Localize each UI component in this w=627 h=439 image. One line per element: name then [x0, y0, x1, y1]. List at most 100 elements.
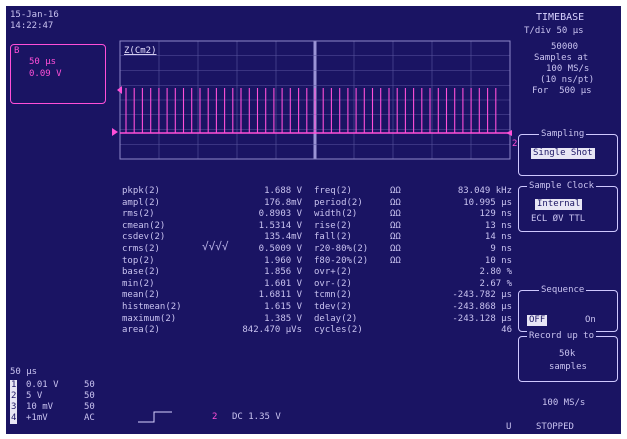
- resolution-label: (10 ns/pt): [540, 75, 595, 85]
- measurement-flag: [390, 302, 401, 314]
- measurement-value: 83.049 kHz: [457, 186, 512, 196]
- measurement-value: 176.8mV: [264, 197, 302, 208]
- measurement-flag: ΩΩ: [390, 220, 401, 231]
- sequence-button[interactable]: Sequence OFF On: [518, 285, 618, 332]
- measurement-label: rms(2): [122, 209, 155, 220]
- waveform-display[interactable]: Z(Cm2): [112, 36, 522, 166]
- measurement-value: 1.960 V: [264, 255, 302, 266]
- ground-marker-icon: [112, 128, 118, 136]
- channel-number: 1: [10, 380, 18, 391]
- channel-row[interactable]: 2 5 V 50: [10, 391, 110, 402]
- measurement-label: pkpk(2): [122, 186, 160, 196]
- measurement-value: -243.128 µs: [452, 313, 512, 324]
- measurement-value: -243.868 µs: [452, 301, 512, 312]
- measurement-value: 10.995 µs: [463, 197, 512, 208]
- channel-volts: 0.09 V: [29, 69, 62, 79]
- channel-row[interactable]: 4 +1mV AC: [10, 413, 110, 424]
- measurement-value: 1.615 V: [264, 301, 302, 312]
- measurement-label: f80-20%(2): [314, 255, 369, 266]
- channel-timebase: 50 µs: [29, 57, 57, 67]
- timebase-title: TIMEBASE: [536, 12, 585, 23]
- bottom-timebase: 50 µs: [10, 367, 38, 377]
- measurement-label: top(2): [122, 255, 155, 266]
- measurement-value: 14 ns: [484, 232, 512, 243]
- measurement-flag: ΩΩ: [390, 255, 401, 266]
- channel-2-marker: 2: [512, 139, 518, 149]
- measurement-label: base(2): [122, 267, 160, 278]
- time-label: 14:22:47: [10, 21, 54, 31]
- record-button[interactable]: Record up to 50k samples: [518, 331, 618, 382]
- measurement-label: tcmn(2): [314, 290, 352, 301]
- measurement-flag: ΩΩ: [390, 209, 401, 220]
- measurement-label: area(2): [122, 325, 160, 336]
- for-time-label: For 500 µs: [532, 86, 592, 96]
- clock-ecl: ECL ØV TTL: [531, 214, 586, 224]
- measurement-value: 1.6811 V: [258, 290, 302, 301]
- measurement-value: 1.688 V: [264, 186, 302, 196]
- measurement-value: 1.601 V: [264, 278, 302, 289]
- status-marker: U: [506, 422, 512, 432]
- measurement-label: tdev(2): [314, 301, 352, 312]
- channel-row[interactable]: 3 10 mV 50: [10, 402, 110, 413]
- record-title: Record up to: [527, 331, 597, 342]
- measurement-flag: [390, 290, 401, 302]
- channel-scale: 0.01 V: [26, 380, 59, 390]
- measurement-flag: [390, 325, 401, 337]
- measurement-label: period(2): [314, 197, 363, 208]
- channel-scale: 10 mV: [26, 402, 54, 412]
- sampling-button[interactable]: Sampling Single Shot: [518, 129, 618, 176]
- sample-clock-button[interactable]: Sample Clock Internal ECL ØV TTL: [518, 181, 618, 232]
- measurement-value: 0.8903 V: [258, 209, 302, 220]
- channel-coupling: 50: [84, 402, 95, 412]
- measurement-flag: ΩΩ: [390, 186, 401, 196]
- channel-info-box[interactable]: B 50 µs 0.09 V: [10, 44, 106, 104]
- channel-scale: 5 V: [26, 391, 43, 401]
- measurement-value: 46: [501, 325, 512, 336]
- measurement-label: histmean(2): [122, 301, 182, 312]
- channel-number: 3: [10, 402, 18, 413]
- channel-number: 2: [10, 391, 18, 402]
- measurement-label: mean(2): [122, 290, 160, 301]
- measurement-label: delay(2): [314, 313, 358, 324]
- measurement-flag: ΩΩ: [390, 243, 401, 254]
- measurement-label: cycles(2): [314, 325, 363, 336]
- record-value: 50k: [559, 349, 576, 359]
- trigger-slope-icon: [138, 411, 172, 423]
- channel-scale: +1mV: [26, 413, 48, 423]
- measurement-value: 13 ns: [484, 220, 512, 231]
- measurement-label: freq(2): [314, 186, 352, 196]
- measurement-value: 1.856 V: [264, 267, 302, 278]
- trace-label: Z(Cm2): [124, 46, 157, 56]
- channel-coupling: 50: [84, 391, 95, 401]
- record-unit: samples: [549, 362, 587, 372]
- measurement-label: ovr+(2): [314, 267, 352, 278]
- measurement-label: cmean(2): [122, 220, 166, 231]
- sample-clock-title: Sample Clock: [527, 181, 597, 192]
- measurement-value: 2.80 %: [479, 267, 512, 278]
- sampling-value: Single Shot: [531, 148, 595, 159]
- measurement-label: crms(2): [122, 243, 160, 254]
- measurement-value: -243.782 µs: [452, 290, 512, 301]
- sequence-on: On: [585, 315, 596, 325]
- measurement-label: r20-80%(2): [314, 243, 369, 254]
- measurement-flag: ΩΩ: [390, 197, 401, 208]
- measurement-value: 2.67 %: [479, 278, 512, 289]
- measurement-label: csdev(2): [122, 232, 166, 243]
- measurement-side-text: √√√√: [202, 240, 229, 253]
- measurement-label: min(2): [122, 278, 155, 289]
- bottom-rate: 100 MS/s: [542, 398, 586, 408]
- channel-marker: B: [14, 46, 20, 56]
- measurement-value: 135.4mV: [264, 232, 302, 243]
- measurement-value: 1.385 V: [264, 313, 302, 324]
- measurement-label: ovr-(2): [314, 278, 352, 289]
- samples-at-label: Samples at: [534, 53, 589, 63]
- channel-row[interactable]: 1 0.01 V 50: [10, 380, 110, 391]
- measurement-flag: ΩΩ: [390, 232, 401, 243]
- samples-count: 50000: [551, 42, 579, 52]
- channel-coupling: 50: [84, 380, 95, 390]
- measurement-value: 10 ns: [484, 255, 512, 266]
- measurement-flag: [390, 314, 401, 326]
- channel-coupling: AC: [84, 413, 95, 423]
- measurement-value: 129 ns: [479, 209, 512, 220]
- measurement-label: maximum(2): [122, 313, 177, 324]
